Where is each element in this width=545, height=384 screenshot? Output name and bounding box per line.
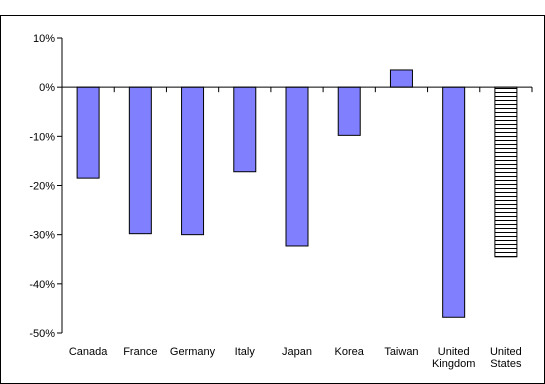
bar [128,86,152,235]
bar [442,86,466,318]
y-tick-label: -20% [29,181,55,193]
y-tick-label: 0% [39,82,55,94]
bar [337,86,361,136]
x-tick-label: United States [490,346,522,370]
x-tick-label: Germany [170,346,216,358]
x-tick-label: United Kingdom [432,346,475,370]
x-tick-label: Italy [235,346,256,358]
x-tick-label: Canada [69,346,108,358]
bars-group [76,69,518,318]
y-tick-label: -50% [29,328,55,340]
y-axis: 10% 0% -10% -20% -30% -40% -50% [29,33,63,340]
bar [233,86,257,173]
bar [76,86,100,179]
x-axis [61,86,533,93]
y-tick-label: -30% [29,230,55,242]
y-tick-label: -10% [29,131,55,143]
y-tick-label: 10% [33,33,55,45]
x-tick-label: Japan [282,346,312,358]
bar [389,69,413,88]
y-tick-label: -40% [29,279,55,291]
bar [181,86,205,236]
x-tick-label: Taiwan [384,346,418,358]
x-tick-label: Korea [335,346,365,358]
bar [494,86,518,258]
x-tick-label: France [123,346,157,358]
bar [285,86,309,247]
x-axis-labels: Canada France Germany Italy Japan Korea Taiwan… [69,346,522,370]
